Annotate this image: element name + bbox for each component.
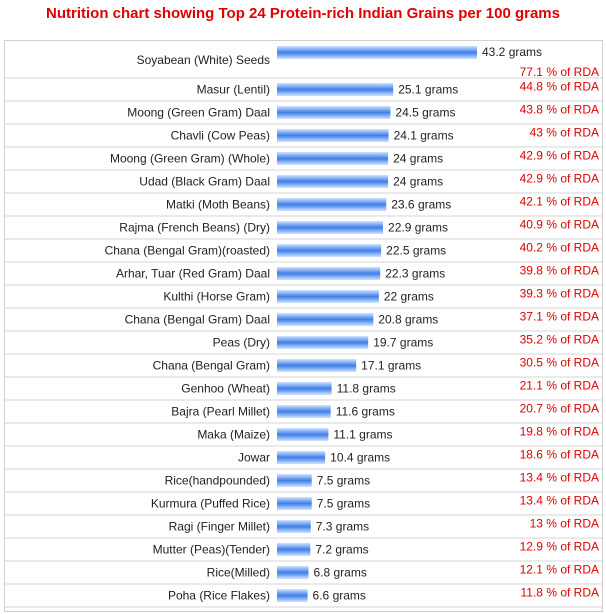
value-label: 24 grams (393, 175, 443, 189)
value-label: 19.7 grams (373, 336, 433, 350)
rda-label: 12.1 % of RDA (520, 563, 599, 577)
value-label: 23.6 grams (391, 198, 451, 212)
value-label: 24.1 grams (394, 129, 454, 143)
protein-bar (277, 175, 389, 188)
category-label: Matki (Moth Beans) (166, 198, 270, 212)
value-label: 7.5 grams (317, 474, 370, 488)
rda-label: 35.2 % of RDA (520, 333, 599, 347)
value-label: 22.9 grams (388, 221, 448, 235)
rda-label: 39.3 % of RDA (520, 287, 599, 301)
protein-bar (277, 290, 379, 303)
value-label: 22.5 grams (386, 244, 446, 258)
rda-label: 37.1 % of RDA (520, 310, 599, 324)
protein-bar (277, 405, 331, 418)
value-label: 6.6 grams (313, 589, 366, 603)
rda-label: 43.8 % of RDA (520, 103, 599, 117)
rda-label: 43 % of RDA (530, 126, 599, 140)
protein-bar (277, 244, 382, 257)
protein-bar (277, 336, 369, 349)
category-label: Rajma (French Beans) (Dry) (119, 221, 270, 235)
category-label: Genhoo (Wheat) (181, 382, 270, 396)
protein-bar (277, 83, 394, 96)
protein-bar (277, 566, 309, 579)
value-label: 7.2 grams (315, 543, 368, 557)
protein-bar (277, 152, 389, 165)
rda-label: 30.5 % of RDA (520, 356, 599, 370)
value-label: 22.3 grams (385, 267, 445, 281)
value-label: 24 grams (393, 152, 443, 166)
category-label: Maka (Maize) (197, 428, 270, 442)
value-label: 11.6 grams (336, 405, 395, 419)
category-label: Moong (Green Gram) (Whole) (110, 152, 270, 166)
category-label: Poha (Rice Flakes) (168, 589, 270, 603)
rda-label: 40.9 % of RDA (520, 218, 599, 232)
protein-bar (277, 359, 357, 372)
value-label: 10.4 grams (330, 451, 390, 465)
category-label: Arhar, Tuar (Red Gram) Daal (116, 267, 270, 281)
value-label: 25.1 grams (398, 83, 458, 97)
protein-bar (277, 451, 326, 464)
protein-bar (277, 520, 311, 533)
protein-bar (277, 106, 391, 119)
value-label: 17.1 grams (361, 359, 421, 373)
rda-label: 21.1 % of RDA (520, 379, 599, 393)
category-label: Chana (Bengal Gram) (153, 359, 270, 373)
category-label: Soyabean (White) Seeds (137, 53, 270, 67)
category-label: Mutter (Peas)(Tender) (153, 543, 270, 557)
value-label: 7.3 grams (316, 520, 369, 534)
protein-bar (277, 497, 312, 510)
rda-label: 44.8 % of RDA (520, 80, 599, 94)
category-label: Rice(handpounded) (165, 474, 270, 488)
protein-bar (277, 589, 308, 602)
category-label: Kulthi (Horse Gram) (163, 290, 270, 304)
category-label: Jowar (238, 451, 270, 465)
rda-label: 11.8 % of RDA (521, 586, 599, 600)
category-label: Chana (Bengal Gram) Daal (125, 313, 270, 327)
protein-bar (277, 129, 389, 142)
category-label: Chana (Bengal Gram)(roasted) (105, 244, 270, 258)
value-label: 24.5 grams (395, 106, 455, 120)
category-label: Masur (Lentil) (197, 83, 270, 97)
rda-label: 13 % of RDA (530, 517, 599, 531)
protein-bar (277, 267, 381, 280)
rda-label: 13.4 % of RDA (520, 494, 599, 508)
category-label: Kurmura (Puffed Rice) (151, 497, 270, 511)
value-label: 11.1 grams (333, 428, 392, 442)
rda-label: 77.1 % of RDA (520, 65, 599, 79)
rda-label: 39.8 % of RDA (520, 264, 599, 278)
rda-label: 40.2 % of RDA (520, 241, 599, 255)
chart-title: Nutrition chart showing Top 24 Protein-r… (46, 5, 560, 22)
bar-chart: Soyabean (White) Seeds 43.2 grams 77.1 % o… (5, 45, 602, 608)
rda-label: 13.4 % of RDA (520, 471, 599, 485)
protein-bar (277, 313, 374, 326)
value-label: 43.2 grams (482, 45, 542, 59)
value-label: 22 grams (384, 290, 434, 304)
value-label: 20.8 grams (378, 313, 438, 327)
value-label: 7.5 grams (317, 497, 370, 511)
protein-bar (277, 428, 329, 441)
rda-label: 12.9 % of RDA (520, 540, 599, 554)
protein-bar (277, 221, 384, 234)
protein-bar (277, 543, 311, 556)
protein-bar (277, 46, 477, 59)
category-label: Moong (Green Gram) Daal (127, 106, 270, 120)
rda-label: 19.8 % of RDA (520, 425, 599, 439)
category-label: Peas (Dry) (213, 336, 270, 350)
category-label: Udad (Black Gram) Daal (139, 175, 270, 189)
rda-label: 42.9 % of RDA (520, 149, 599, 163)
rda-label: 18.6 % of RDA (520, 448, 599, 462)
value-label: 11.8 grams (337, 382, 396, 396)
category-label: Bajra (Pearl Millet) (171, 405, 270, 419)
rda-label: 42.9 % of RDA (520, 172, 599, 186)
value-label: 6.8 grams (313, 566, 366, 580)
category-label: Chavli (Cow Peas) (171, 129, 270, 143)
category-label: Ragi (Finger Millet) (169, 520, 270, 534)
rda-label: 20.7 % of RDA (520, 402, 599, 416)
rda-label: 42.1 % of RDA (520, 195, 599, 209)
protein-bar (277, 382, 332, 395)
chart-frame: Soyabean (White) Seeds 43.2 grams 77.1 % o… (4, 40, 603, 612)
protein-bar (277, 198, 387, 211)
category-label: Rice(Milled) (207, 566, 270, 580)
protein-bar (277, 474, 312, 487)
